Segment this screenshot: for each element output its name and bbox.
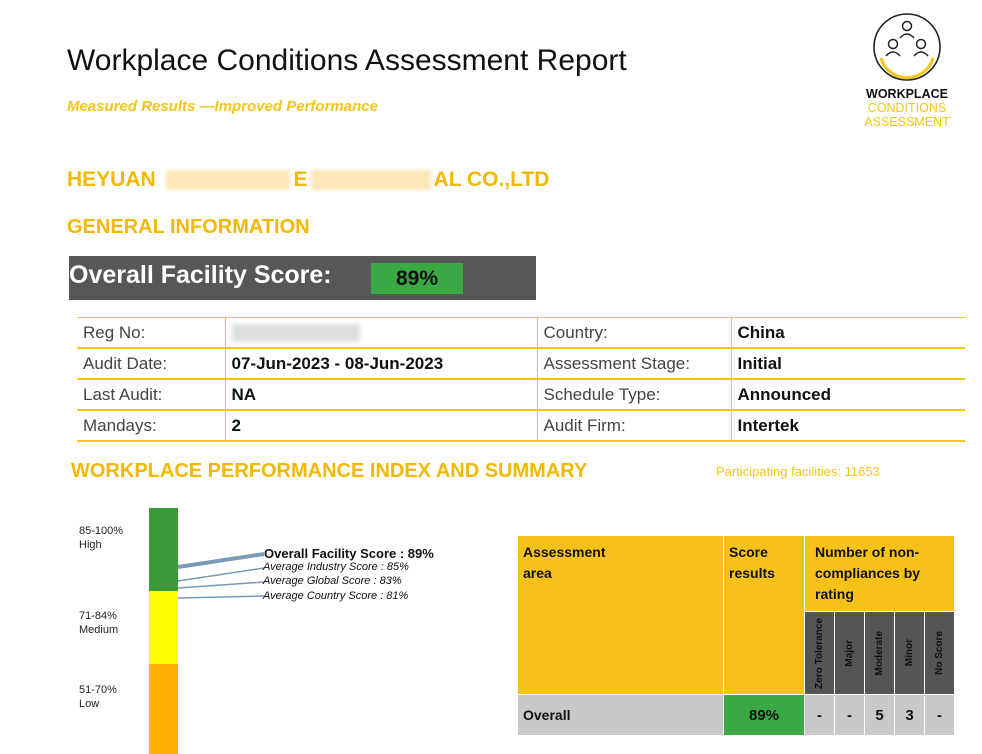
- header-noncompliance: Number of non- compliances by rating: [804, 535, 955, 612]
- count-major: -: [834, 694, 865, 736]
- rating-moderate: Moderate: [864, 611, 895, 695]
- scale-range-medium: 71-84% Medium: [79, 609, 118, 637]
- wca-logo: WORKPLACE CONDITIONS ASSESSMENT: [855, 12, 959, 129]
- score-pointer-lines: [177, 552, 265, 599]
- rating-label: Major: [844, 639, 855, 667]
- info-value: 07-Jun-2023 - 08-Jun-2023: [224, 348, 537, 380]
- info-key: Assessment Stage:: [536, 348, 731, 380]
- info-key: Last Audit:: [77, 379, 225, 411]
- count-minor: 3: [894, 694, 925, 736]
- info-key: Reg No:: [77, 317, 225, 349]
- info-row: Mandays: 2 Audit Firm: Intertek: [77, 410, 965, 442]
- range-text: 71-84%: [79, 610, 117, 622]
- logo-text-assessment: ASSESSMENT: [864, 115, 950, 129]
- count-moderate: 5: [864, 694, 895, 736]
- info-row: Reg No: Country: China: [77, 317, 965, 349]
- scale-band-high: [149, 508, 178, 591]
- info-value: Announced: [730, 379, 965, 411]
- info-value: 2: [224, 410, 537, 442]
- rating-minor: Minor: [894, 611, 925, 695]
- scale-band-low: [149, 664, 178, 754]
- industry-score-label: Average Industry Score : 85%: [263, 561, 409, 573]
- logo-text-conditions: CONDITIONS: [867, 101, 947, 115]
- company-name: HEYUAN E AL CO.,LTD: [67, 168, 549, 192]
- range-text: 51-70%: [79, 684, 117, 696]
- rating-label: Zero Tolerance: [814, 617, 825, 689]
- report-title: Workplace Conditions Assessment Report: [67, 44, 627, 77]
- overall-score-value: 89%: [371, 263, 463, 294]
- row-label: Overall: [517, 694, 724, 736]
- participating-facilities: Participating facilities: 11653: [716, 464, 880, 479]
- range-text: 85-100%: [79, 525, 124, 537]
- info-key: Country:: [536, 317, 731, 349]
- scale-band-medium: [149, 591, 178, 664]
- general-information-heading: GENERAL INFORMATION: [67, 216, 310, 238]
- performance-heading: WORKPLACE PERFORMANCE INDEX AND SUMMARY: [71, 460, 588, 482]
- overall-score-label: Overall Facility Score:: [69, 261, 332, 289]
- country-score-label: Average Country Score : 81%: [263, 590, 409, 602]
- overall-score-bar: Overall Facility Score: 89%: [69, 256, 536, 300]
- rating-label: Minor: [904, 639, 915, 667]
- rating-label: No Score: [934, 631, 945, 675]
- company-name-prefix: HEYUAN: [67, 168, 156, 191]
- people-icon: [873, 13, 941, 81]
- count-zero-tolerance: -: [804, 694, 835, 736]
- summary-header-row: Assessment area Score results Number of …: [517, 535, 955, 695]
- info-value: NA: [224, 379, 537, 411]
- rating-zero-tolerance: Zero Tolerance: [804, 611, 835, 695]
- info-key: Schedule Type:: [536, 379, 731, 411]
- info-key: Audit Date:: [77, 348, 225, 380]
- summary-rating-row: Zero Tolerance Major Moderate Minor No S…: [518, 611, 955, 695]
- logo-text-workplace: WORKPLACE: [866, 87, 948, 101]
- company-name-suffix: AL CO.,LTD: [433, 168, 550, 191]
- scale-range-high: 85-100% High: [79, 524, 123, 552]
- info-value-reg-no: [224, 317, 537, 349]
- facility-score-label: Overall Facility Score : 89%: [264, 546, 434, 561]
- rating-label: Moderate: [874, 630, 885, 676]
- info-value: Initial: [730, 348, 965, 380]
- info-value: Intertek: [730, 410, 965, 442]
- info-row: Last Audit: NA Schedule Type: Announced: [77, 379, 965, 411]
- company-name-middle: E: [293, 168, 308, 191]
- rating-no-score: No Score: [924, 611, 955, 695]
- header-score-results: Score results: [723, 535, 805, 695]
- info-value: China: [730, 317, 965, 349]
- range-label: Medium: [79, 624, 119, 636]
- redacted-block: [308, 170, 434, 191]
- global-score-label: Average Global Score : 83%: [263, 575, 402, 587]
- scale-range-low: 51-70% Low: [79, 683, 117, 711]
- header-assessment-area: Assessment area: [517, 535, 724, 695]
- row-score: 89%: [723, 694, 805, 736]
- count-no-score: -: [924, 694, 955, 736]
- report-subtitle: Measured Results —Improved Performance: [67, 98, 378, 115]
- summary-row-overall: Overall 89% - - 5 3 -: [517, 694, 955, 736]
- rating-major: Major: [834, 611, 865, 695]
- general-info-table: Reg No: Country: China Audit Date: 07-Ju…: [77, 317, 965, 442]
- summary-table: Assessment area Score results Number of …: [517, 535, 955, 736]
- range-label: Low: [79, 698, 100, 710]
- info-key: Audit Firm:: [536, 410, 731, 442]
- info-row: Audit Date: 07-Jun-2023 - 08-Jun-2023 As…: [77, 348, 965, 380]
- info-key: Mandays:: [77, 410, 225, 442]
- redacted-block: [162, 170, 294, 191]
- range-label: High: [79, 539, 102, 551]
